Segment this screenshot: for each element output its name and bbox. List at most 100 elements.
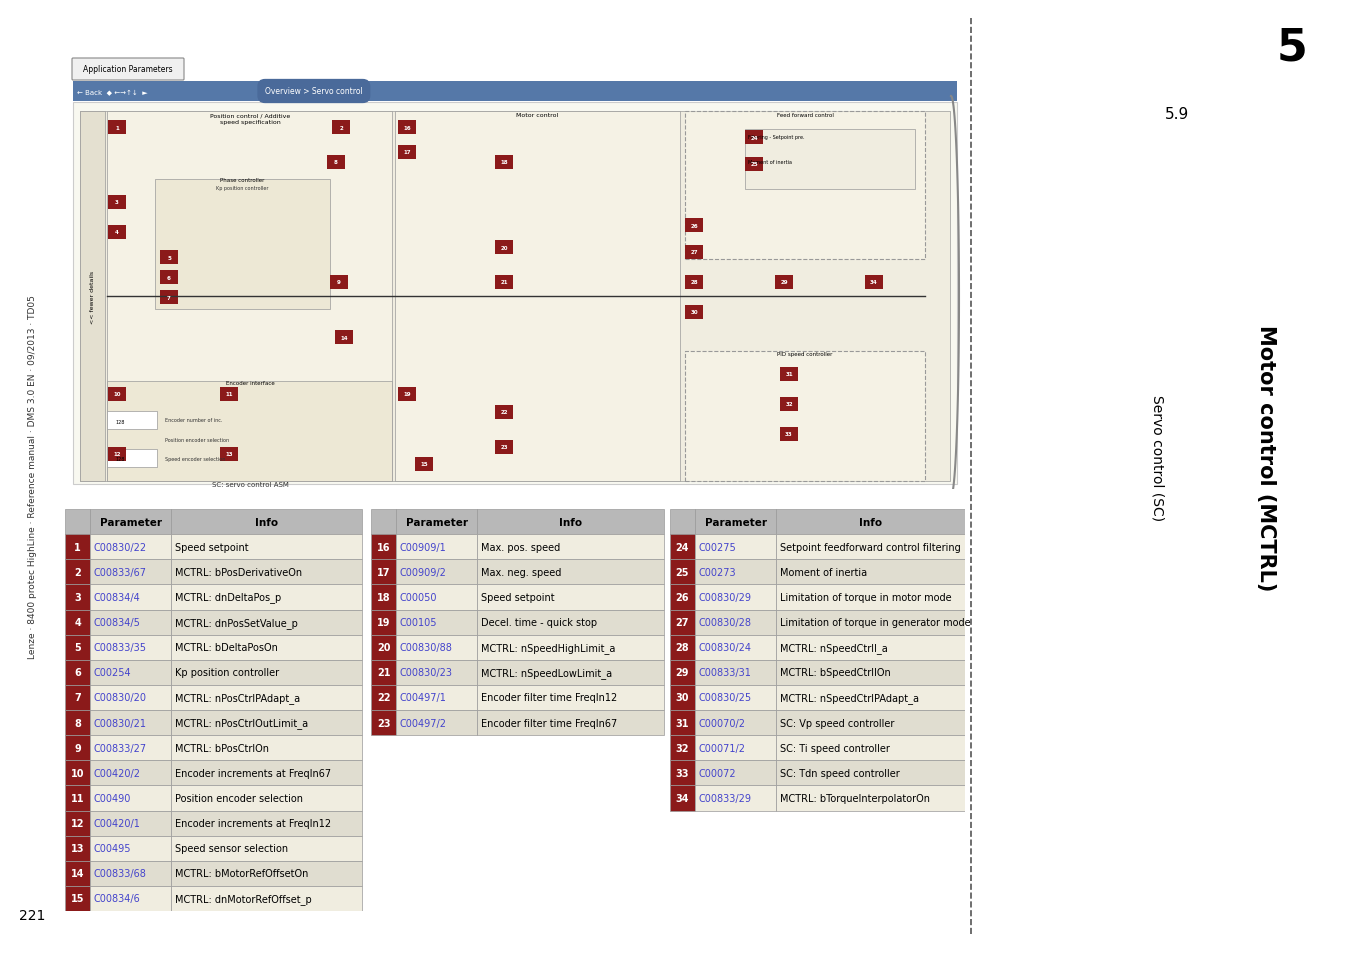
- Text: 13: 13: [225, 452, 232, 457]
- Text: 34: 34: [675, 793, 688, 803]
- Bar: [65, 510, 90, 535]
- Bar: [670, 660, 695, 685]
- Bar: [65, 635, 90, 660]
- Bar: [776, 559, 965, 585]
- Bar: [495, 156, 513, 170]
- Bar: [745, 131, 763, 145]
- Bar: [670, 736, 695, 760]
- Text: 3: 3: [74, 593, 81, 602]
- Bar: [477, 710, 663, 736]
- Text: Encoder interface: Encoder interface: [225, 380, 274, 386]
- Text: Limitation of torque in motor mode: Limitation of torque in motor mode: [779, 593, 952, 602]
- Text: C00830/23: C00830/23: [400, 668, 452, 678]
- Text: Parameter: Parameter: [406, 517, 467, 527]
- Text: Speed setpoint: Speed setpoint: [481, 593, 555, 602]
- Text: 32: 32: [786, 402, 792, 407]
- Bar: [371, 535, 396, 559]
- Bar: [335, 331, 352, 345]
- Text: MCTRL: nSpeedLowLimit_a: MCTRL: nSpeedLowLimit_a: [481, 667, 612, 678]
- Text: MCTRL: bMotorRefOffsetOn: MCTRL: bMotorRefOffsetOn: [174, 868, 308, 879]
- Bar: [371, 685, 396, 710]
- Text: MCTRL: nSpeedHighLimit_a: MCTRL: nSpeedHighLimit_a: [481, 642, 616, 653]
- Bar: [414, 457, 433, 472]
- Bar: [65, 760, 90, 785]
- Text: 24: 24: [751, 135, 757, 140]
- Bar: [371, 660, 396, 685]
- Text: C00830/24: C00830/24: [698, 642, 752, 653]
- Text: Decel. time - quick stop: Decel. time - quick stop: [481, 618, 597, 627]
- Text: C00909/2: C00909/2: [400, 567, 447, 578]
- Text: SC: Tdn speed controller: SC: Tdn speed controller: [779, 768, 899, 778]
- Text: 8: 8: [333, 160, 338, 165]
- Text: MCTRL: nSpeedCtrlI_a: MCTRL: nSpeedCtrlI_a: [779, 642, 887, 653]
- Bar: [695, 585, 776, 610]
- Bar: [65, 861, 90, 886]
- Bar: [776, 635, 965, 660]
- Text: C00071/2: C00071/2: [698, 743, 745, 753]
- Bar: [670, 685, 695, 710]
- Bar: [161, 251, 178, 265]
- Bar: [398, 146, 416, 160]
- Text: 1: 1: [115, 126, 119, 131]
- Text: 28: 28: [675, 642, 690, 653]
- Text: 20: 20: [377, 642, 390, 653]
- Bar: [776, 585, 965, 610]
- Bar: [90, 585, 171, 610]
- Bar: [780, 368, 798, 381]
- Text: 30: 30: [675, 693, 688, 702]
- Text: MCTRL: bTorqueInterpolatorOn: MCTRL: bTorqueInterpolatorOn: [779, 793, 930, 803]
- Text: 16: 16: [377, 542, 390, 552]
- Bar: [477, 610, 663, 635]
- Text: 30: 30: [690, 310, 698, 315]
- Bar: [670, 610, 695, 635]
- Bar: [171, 685, 362, 710]
- Bar: [90, 535, 171, 559]
- Text: Setpoint feedforward control filtering: Setpoint feedforward control filtering: [779, 542, 960, 552]
- Bar: [327, 156, 346, 170]
- Bar: [371, 510, 396, 535]
- Bar: [776, 660, 965, 685]
- Bar: [695, 559, 776, 585]
- Text: 19: 19: [377, 618, 390, 627]
- Bar: [80, 112, 950, 481]
- Bar: [220, 388, 238, 401]
- Text: C00834/6: C00834/6: [93, 894, 140, 903]
- Bar: [90, 861, 171, 886]
- Bar: [776, 610, 965, 635]
- Text: 23: 23: [501, 445, 508, 450]
- Text: C00830/88: C00830/88: [400, 642, 452, 653]
- Bar: [171, 760, 362, 785]
- Bar: [695, 785, 776, 811]
- Text: C00830/29: C00830/29: [698, 593, 752, 602]
- Bar: [776, 710, 965, 736]
- Text: Servo control (SC): Servo control (SC): [1152, 395, 1165, 520]
- Text: Encoder number of inc.: Encoder number of inc.: [165, 417, 227, 422]
- Bar: [65, 811, 90, 836]
- Text: 6: 6: [167, 275, 171, 280]
- Text: 26: 26: [690, 223, 698, 229]
- Text: 15: 15: [70, 894, 84, 903]
- Bar: [171, 559, 362, 585]
- Bar: [495, 440, 513, 455]
- Bar: [396, 510, 477, 535]
- Text: C00833/31: C00833/31: [698, 668, 752, 678]
- Bar: [90, 610, 171, 635]
- Bar: [477, 510, 663, 535]
- Text: 11: 11: [70, 793, 84, 803]
- Text: C00830/22: C00830/22: [93, 542, 147, 552]
- Text: C00833/67: C00833/67: [93, 567, 147, 578]
- Text: 5: 5: [74, 642, 81, 653]
- Text: Max. neg. speed: Max. neg. speed: [481, 567, 562, 578]
- Text: Position encoder selection: Position encoder selection: [174, 793, 302, 803]
- Bar: [396, 112, 680, 481]
- Text: 32: 32: [675, 743, 688, 753]
- Text: 14: 14: [340, 335, 348, 340]
- Text: << fewer details: << fewer details: [89, 270, 95, 323]
- Text: Limitation of torque in generator mode: Limitation of torque in generator mode: [779, 618, 971, 627]
- Bar: [155, 180, 329, 310]
- Bar: [865, 275, 883, 290]
- Text: PID speed controller: PID speed controller: [778, 352, 833, 356]
- Text: 18: 18: [501, 160, 508, 165]
- Bar: [90, 710, 171, 736]
- Text: ← Back  ◆ ←→↑↓  ►: ← Back ◆ ←→↑↓ ►: [77, 89, 147, 95]
